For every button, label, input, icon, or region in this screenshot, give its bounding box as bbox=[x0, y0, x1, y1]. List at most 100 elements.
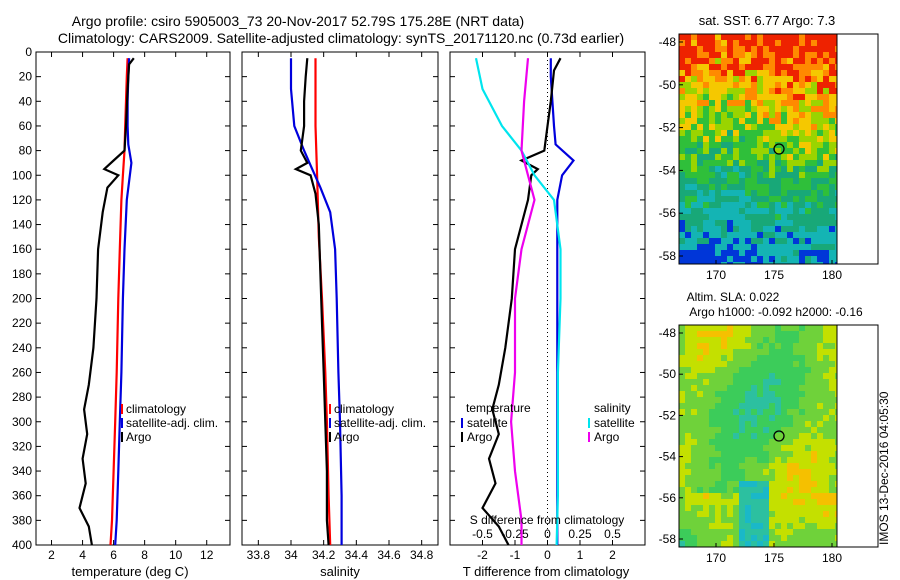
depth-tick-label: 80 bbox=[19, 144, 33, 158]
legend-title-salinity: salinity bbox=[594, 401, 631, 415]
x-tick-label: 33.8 bbox=[247, 548, 271, 562]
temperature-panel: 0 20 40 60 80 100 120 140 160 180 200 220 240 260 280 3… bbox=[12, 45, 231, 562]
salinity-xlabel: salinity bbox=[320, 564, 360, 579]
x-tick-label: -1 bbox=[510, 548, 521, 562]
difference-panel: -2 -1 0 1 2-0.5 -0.25 0 0.25 0.5 bbox=[449, 51, 646, 562]
lon-tick-label: 170 bbox=[706, 551, 726, 565]
series-line-temperature-satellite bbox=[549, 58, 575, 545]
depth-tick-label: 280 bbox=[12, 390, 32, 404]
legend-label-argo: Argo bbox=[126, 430, 152, 444]
lon-tick-label: 175 bbox=[764, 551, 784, 565]
depth-tick-label: 300 bbox=[12, 415, 32, 429]
map-axes-frame bbox=[678, 324, 879, 548]
series-line-salinity-argo bbox=[509, 58, 536, 545]
sst-map-title: sat. SST: 6.77 Argo: 7.3 bbox=[699, 13, 836, 28]
map-axes-frame bbox=[678, 33, 879, 265]
legend-title-temperature: temperature bbox=[466, 401, 531, 415]
depth-tick-label: 40 bbox=[19, 94, 33, 108]
depth-tick-label: 100 bbox=[12, 168, 32, 182]
depth-tick-label: 340 bbox=[12, 464, 32, 478]
legend-label-satellite: satellite-adj. clim. bbox=[334, 416, 426, 430]
sst-map: -48 -50 -52 -54 -56 -58 170 175 180 bbox=[659, 33, 879, 282]
lon-tick-label: 175 bbox=[764, 268, 784, 282]
series-line-argo bbox=[293, 58, 330, 546]
imos-watermark: IMOS 13-Dec-2016 04:05:30 bbox=[877, 391, 891, 545]
lat-tick-label: -50 bbox=[659, 367, 677, 381]
depth-tick-label: 180 bbox=[12, 267, 32, 281]
x-tick-label: 34.4 bbox=[345, 548, 369, 562]
depth-tick-label: 260 bbox=[12, 365, 32, 379]
argo-position-marker bbox=[773, 430, 785, 442]
sla-map: -48 -50 -52 -54 -56 -58 170 175 180 bbox=[659, 324, 879, 565]
x-tick-label: 2 bbox=[48, 548, 55, 562]
x-tick-label: 34 bbox=[284, 548, 298, 562]
sla-map-title-line2: Argo h1000: -0.092 h2000: -0.16 bbox=[689, 305, 863, 319]
s-tick-label: 0 bbox=[544, 527, 551, 541]
lat-tick-label: -54 bbox=[659, 163, 677, 177]
depth-tick-label: 400 bbox=[12, 538, 32, 552]
x-tick-label: 10 bbox=[169, 548, 183, 562]
figure-title-line1: Argo profile: csiro 5905003_73 20-Nov-20… bbox=[72, 13, 524, 29]
depth-tick-label: 140 bbox=[12, 218, 32, 232]
depth-tick-label: 20 bbox=[19, 70, 33, 84]
depth-tick-label: 220 bbox=[12, 316, 32, 330]
x-tick-label: 2 bbox=[609, 548, 616, 562]
depth-tick-label: 60 bbox=[19, 119, 33, 133]
lon-tick-label: 180 bbox=[822, 551, 842, 565]
depth-tick-label: 380 bbox=[12, 513, 32, 527]
x-tick-label: 0 bbox=[544, 548, 551, 562]
salinity-panel: 33.8 34 34.2 34.4 34.6 34.8 bbox=[241, 51, 439, 562]
legend-label-argo: Argo bbox=[334, 430, 360, 444]
series-line-satellite-adj-clim- bbox=[289, 58, 343, 545]
lon-tick-label: 170 bbox=[706, 268, 726, 282]
lat-tick-label: -52 bbox=[659, 408, 677, 422]
x-tick-label: -2 bbox=[477, 548, 488, 562]
x-tick-label: 6 bbox=[110, 548, 117, 562]
lat-tick-label: -56 bbox=[659, 206, 677, 220]
lat-tick-label: -48 bbox=[659, 35, 677, 49]
plot-frame bbox=[35, 51, 231, 546]
lat-tick-label: -54 bbox=[659, 450, 677, 464]
lat-tick-label: -50 bbox=[659, 78, 677, 92]
temperature-legend: climatology satellite-adj. clim. Argo bbox=[121, 402, 218, 444]
depth-tick-label: 160 bbox=[12, 242, 32, 256]
lat-tick-label: -58 bbox=[659, 249, 677, 263]
difference-legend: temperature satellite Argo salinity sate… bbox=[461, 401, 635, 444]
salinity-legend: climatology satellite-adj. clim. Argo bbox=[329, 402, 426, 444]
legend-label-temp-satellite: satellite bbox=[467, 416, 508, 430]
difference-xlabel: T difference from climatology bbox=[463, 564, 630, 579]
s-difference-title: S difference from climatology bbox=[470, 513, 625, 527]
argo-position-marker bbox=[773, 143, 785, 155]
x-tick-label: 34.2 bbox=[312, 548, 336, 562]
depth-tick-label: 240 bbox=[12, 341, 32, 355]
legend-label-temp-argo: Argo bbox=[467, 430, 493, 444]
lat-tick-label: -56 bbox=[659, 491, 677, 505]
lon-tick-label: 180 bbox=[822, 268, 842, 282]
lat-tick-label: -58 bbox=[659, 532, 677, 546]
depth-tick-label: 360 bbox=[12, 489, 32, 503]
series-line-temperature-argo bbox=[481, 57, 562, 546]
lat-tick-label: -48 bbox=[659, 326, 677, 340]
x-tick-label: 34.6 bbox=[377, 548, 401, 562]
x-tick-label: 34.8 bbox=[410, 548, 434, 562]
legend-label-climatology: climatology bbox=[334, 402, 394, 416]
legend-label-satellite: satellite-adj. clim. bbox=[126, 416, 218, 430]
s-tick-label: 0.25 bbox=[568, 527, 592, 541]
series-line-salinity-satellite bbox=[474, 57, 562, 546]
depth-tick-label: 200 bbox=[12, 292, 32, 306]
x-tick-label: 4 bbox=[79, 548, 86, 562]
depth-tick-label: 320 bbox=[12, 439, 32, 453]
s-tick-label: -0.5 bbox=[472, 527, 493, 541]
temperature-xlabel: temperature (deg C) bbox=[71, 564, 188, 579]
legend-label-sal-satellite: satellite bbox=[594, 416, 635, 430]
series-line-argo bbox=[78, 57, 135, 546]
x-tick-label: 12 bbox=[200, 548, 214, 562]
x-tick-label: 8 bbox=[141, 548, 148, 562]
depth-tick-label: 120 bbox=[12, 193, 32, 207]
x-tick-label: 1 bbox=[577, 548, 584, 562]
figure-title-line2: Climatology: CARS2009. Satellite-adjuste… bbox=[58, 30, 624, 46]
legend-label-climatology: climatology bbox=[126, 402, 186, 416]
depth-tick-label: 0 bbox=[25, 45, 32, 59]
lat-tick-label: -52 bbox=[659, 121, 677, 135]
